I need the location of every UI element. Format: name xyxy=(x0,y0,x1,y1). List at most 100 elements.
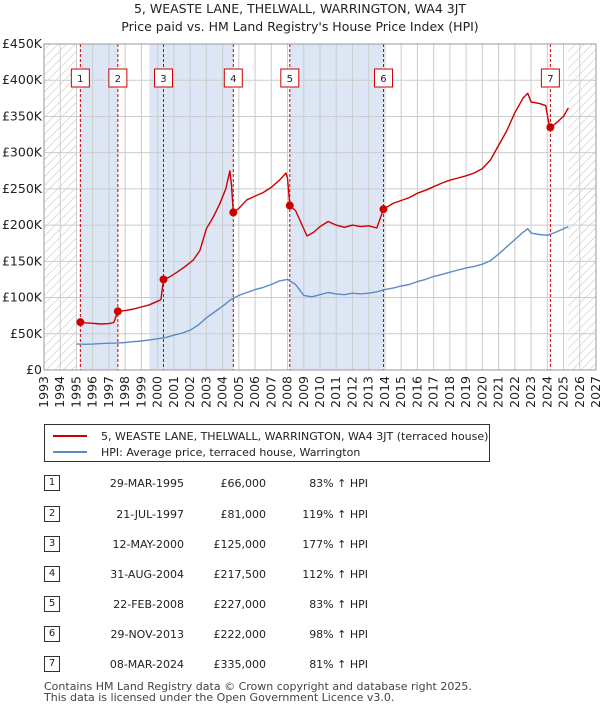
legend-swatch-hpi xyxy=(53,451,87,453)
hatched-region xyxy=(568,44,596,370)
x-tick-label: 2004 xyxy=(215,376,230,408)
property-price-line xyxy=(80,92,570,325)
sale-price: £66,000 xyxy=(220,477,267,490)
x-tick-label: 1999 xyxy=(133,376,148,408)
sale-hpi-change: 177% ↑ HPI xyxy=(302,538,368,551)
sale-number: 3 xyxy=(44,536,60,552)
sale-price: £222,000 xyxy=(213,628,267,641)
x-tick-label: 2013 xyxy=(361,376,376,408)
sale-hpi-change: 98% ↑ HPI xyxy=(309,628,368,641)
x-tick-label: 2009 xyxy=(296,376,311,408)
footer-attribution: Contains HM Land Registry data © Crown c… xyxy=(44,681,472,703)
sale-row: 2 21-JUL-1997 £81,000 119% ↑ HPI xyxy=(44,502,464,526)
sale-row: 3 12-MAY-2000 £125,000 177% ↑ HPI xyxy=(44,532,464,556)
sale-row: 4 31-AUG-2004 £217,500 112% ↑ HPI xyxy=(44,562,464,586)
x-tick-label: 2001 xyxy=(166,376,181,408)
sale-number: 7 xyxy=(44,656,60,672)
legend-swatch-property xyxy=(53,435,87,437)
x-tick-label: 1996 xyxy=(85,376,100,408)
legend-label-property: 5, WEASTE LANE, THELWALL, WARRINGTON, WA… xyxy=(101,429,489,443)
sale-date: 22-FEB-2008 xyxy=(113,598,184,611)
sale-hpi-change: 112% ↑ HPI xyxy=(302,568,368,581)
sale-marker-box xyxy=(540,68,560,88)
sale-hpi-change: 81% ↑ HPI xyxy=(309,658,368,671)
sale-marker-box xyxy=(223,68,243,88)
x-tick-label: 2007 xyxy=(263,376,278,408)
sale-row: 7 08-MAR-2024 £335,000 81% ↑ HPI xyxy=(44,652,464,676)
x-tick-label: 2016 xyxy=(409,376,424,408)
sale-date: 31-AUG-2004 xyxy=(110,568,184,581)
x-tick-label: 2010 xyxy=(312,376,327,408)
sale-date: 29-MAR-1995 xyxy=(109,477,184,490)
sale-point xyxy=(159,275,168,284)
sale-price: £125,000 xyxy=(213,538,267,551)
x-tick-label: 2022 xyxy=(507,376,522,408)
y-tick-label: £250K xyxy=(2,181,43,196)
sale-price: £217,500 xyxy=(213,568,267,581)
x-tick-label: 2020 xyxy=(474,376,489,408)
x-tick-label: 2017 xyxy=(426,376,441,408)
sale-hpi-change: 83% ↑ HPI xyxy=(309,598,368,611)
sale-marker-label: 5 xyxy=(287,74,293,85)
x-tick-label: 2011 xyxy=(328,376,343,408)
x-tick-label: 2026 xyxy=(572,376,587,408)
sale-marker-box xyxy=(373,68,393,88)
sale-date: 21-JUL-1997 xyxy=(116,508,184,521)
x-tick-label: 1993 xyxy=(36,376,51,408)
hpi-line xyxy=(76,225,569,345)
sale-marker-box xyxy=(70,68,90,88)
sale-price: £335,000 xyxy=(213,658,267,671)
legend-item-property: 5, WEASTE LANE, THELWALL, WARRINGTON, WA… xyxy=(53,428,488,444)
footer-line-copyright: Contains HM Land Registry data © Crown c… xyxy=(44,680,472,693)
sale-number: 2 xyxy=(44,506,60,522)
chart-subtitle: Price paid vs. HM Land Registry's House … xyxy=(121,19,478,34)
x-tick-label: 1997 xyxy=(101,376,116,408)
chart-title: 5, WEASTE LANE, THELWALL, WARRINGTON, WA… xyxy=(134,1,466,16)
y-tick-label: £400K xyxy=(2,72,43,87)
sale-point xyxy=(113,307,122,316)
x-tick-label: 2006 xyxy=(247,376,262,408)
x-tick-label: 2015 xyxy=(393,376,408,408)
sale-marker-label: 2 xyxy=(115,74,121,85)
sale-date: 29-NOV-2013 xyxy=(110,628,184,641)
x-tick-label: 2003 xyxy=(198,376,213,408)
y-tick-label: £350K xyxy=(2,108,43,123)
sale-marker-label: 7 xyxy=(547,74,553,85)
sale-point xyxy=(546,123,555,132)
y-tick-label: £100K xyxy=(2,290,43,305)
sale-number: 5 xyxy=(44,596,60,612)
grid-lines xyxy=(43,43,597,371)
legend-item-hpi: HPI: Average price, terraced house, Warr… xyxy=(53,444,360,460)
sale-row: 1 29-MAR-1995 £66,000 83% ↑ HPI xyxy=(44,471,464,495)
sale-number: 6 xyxy=(44,626,60,642)
x-tick-label: 2019 xyxy=(458,376,473,408)
sale-markers: 1 2 3 4 5 6 7 xyxy=(70,68,560,327)
x-tick-label: 1994 xyxy=(52,376,67,408)
x-tick-label: 2012 xyxy=(344,376,359,408)
x-tick-label: 1995 xyxy=(68,376,83,408)
sale-number: 4 xyxy=(44,566,60,582)
x-tick-label: 2008 xyxy=(280,376,295,408)
sale-hpi-change: 83% ↑ HPI xyxy=(309,477,368,490)
x-tick-label: 2021 xyxy=(491,376,506,408)
sale-marker-box xyxy=(280,68,300,88)
y-tick-label: £150K xyxy=(2,253,43,268)
sale-marker-label: 3 xyxy=(160,74,166,85)
sale-point xyxy=(285,201,294,210)
x-tick-label: 1998 xyxy=(117,376,132,408)
y-tick-label: £450K xyxy=(2,36,43,51)
x-tick-label: 2027 xyxy=(588,376,600,408)
legend: 5, WEASTE LANE, THELWALL, WARRINGTON, WA… xyxy=(44,424,490,462)
sale-point xyxy=(229,208,238,217)
y-tick-label: £200K xyxy=(2,217,43,232)
sale-hpi-change: 119% ↑ HPI xyxy=(302,508,368,521)
x-tick-label: 2002 xyxy=(182,376,197,408)
sale-marker-box xyxy=(108,68,128,88)
x-tick-label: 2014 xyxy=(377,376,392,408)
sale-point xyxy=(379,205,388,214)
y-tick-label: £50K xyxy=(10,326,43,341)
sale-point xyxy=(76,318,85,327)
sale-date: 12-MAY-2000 xyxy=(112,538,184,551)
plot-frame xyxy=(43,43,597,371)
x-tick-label: 2025 xyxy=(556,376,571,408)
